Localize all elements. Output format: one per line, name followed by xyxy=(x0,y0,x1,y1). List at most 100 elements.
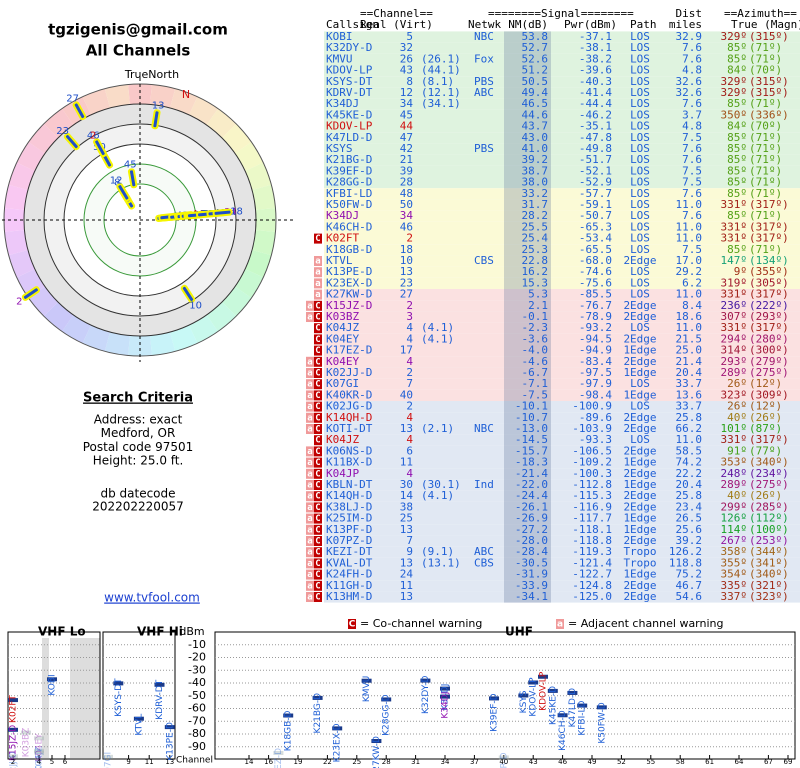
cell-nm: -4.6 xyxy=(522,355,549,368)
warning-icon xyxy=(306,424,314,434)
cell-true: 9º xyxy=(734,265,747,278)
row-background xyxy=(324,199,800,211)
cell-pwr: -37.1 xyxy=(579,30,612,43)
row-background xyxy=(324,557,800,569)
signal-marker xyxy=(164,725,175,730)
x-tick-label: 5 xyxy=(50,758,54,766)
warning-letter: a xyxy=(307,570,312,580)
cell-real: 7 xyxy=(406,377,413,390)
cell-real: 13 xyxy=(400,590,413,603)
radar-sector xyxy=(128,335,152,357)
warning-letter: C xyxy=(315,413,320,423)
cell-nm: 52.7 xyxy=(522,41,549,54)
cell-true: 85º xyxy=(727,97,747,110)
row-background xyxy=(324,311,800,323)
row-background xyxy=(324,98,800,110)
cell-call: KSYS-DT xyxy=(326,75,373,88)
cell-net: Ind xyxy=(474,478,494,491)
cell-real: 47 xyxy=(400,131,413,144)
warning-icon xyxy=(306,379,314,390)
radar-sector xyxy=(61,315,91,344)
radar-sector xyxy=(16,141,45,171)
cell-virt: (9.1) xyxy=(421,545,454,558)
cell-path: LOS xyxy=(630,433,650,446)
row-background xyxy=(324,423,800,435)
link[interactable]: www.tvfool.com xyxy=(104,591,200,605)
cell-real: 13 xyxy=(400,556,413,569)
cell-pwr: -68.0 xyxy=(579,254,612,267)
cell-path: LOS xyxy=(630,164,650,177)
cell-call: K50FW-D xyxy=(326,198,372,211)
table-header: ==Channel== ========Signal======== Dist … xyxy=(326,7,800,31)
radar-sector xyxy=(28,123,58,154)
signal-marker xyxy=(34,750,44,755)
signal-label: K02FT xyxy=(9,695,19,723)
cell-net: PBS xyxy=(474,142,494,155)
cell-virt: (8.1) xyxy=(421,75,454,88)
cell-real: 27 xyxy=(400,288,413,301)
radar-sector xyxy=(8,250,35,278)
x-tick-label: 37 xyxy=(470,758,479,766)
cell-magn: (317º) xyxy=(749,198,789,211)
warning-icon xyxy=(306,368,314,378)
cell-nm: -28.4 xyxy=(515,545,548,558)
cell-magn: (317º) xyxy=(749,232,789,245)
radar-sector xyxy=(252,230,276,256)
cell-magn: (71º) xyxy=(749,176,782,189)
cell-virt: (13.1) xyxy=(421,556,461,569)
cell-magn: (285º) xyxy=(749,500,789,513)
cell-path: 2Edge xyxy=(623,332,656,345)
cell-dist: 11.0 xyxy=(676,321,703,334)
cell-virt: (4.1) xyxy=(421,489,454,502)
cell-dist: 26.5 xyxy=(676,512,703,525)
cell-nm: -30.5 xyxy=(515,556,548,569)
signal-label: KOBI xyxy=(48,674,58,695)
radar-sector xyxy=(189,96,219,125)
cell-dist: 11.0 xyxy=(676,232,703,245)
cell-true: 289º xyxy=(721,366,748,379)
cell-call: K27KW-D xyxy=(326,288,372,301)
cell-call: K14QH-D xyxy=(326,411,372,424)
row-background xyxy=(324,580,800,592)
cell-real: 14 xyxy=(400,489,414,502)
warning-letter: C xyxy=(315,402,320,412)
cell-pwr: -118.8 xyxy=(572,534,612,547)
x-tick-label: 11 xyxy=(145,758,154,766)
cell-magn: (87º) xyxy=(749,422,782,435)
warning-letter: C xyxy=(315,324,320,334)
warning-letter: a xyxy=(307,514,312,524)
row-background xyxy=(324,300,800,312)
signal-label: KDOV-LP xyxy=(539,671,549,711)
search-line: Postal code 97501 xyxy=(83,440,194,454)
cell-path: 1Edge xyxy=(623,568,656,581)
warning-letter: a xyxy=(315,290,320,300)
station-marker xyxy=(151,109,161,130)
warning-icon xyxy=(314,558,322,569)
signal-marker xyxy=(8,698,18,703)
cell-path: 1Edge xyxy=(623,512,656,525)
cell-nm: 43.0 xyxy=(522,131,549,144)
row-background xyxy=(324,479,800,491)
station-label: 45 xyxy=(124,160,137,171)
cell-true: 294º xyxy=(721,332,748,345)
cell-nm: -4.0 xyxy=(522,344,549,357)
x-tick-label: 64 xyxy=(735,758,744,766)
cell-path: 1Edge xyxy=(623,344,656,357)
cell-real: 34 xyxy=(400,97,414,110)
cell-real: 2 xyxy=(406,232,413,245)
cell-real: 5 xyxy=(406,30,413,43)
warning-icon xyxy=(314,267,322,278)
cell-pwr: -57.7 xyxy=(579,187,612,200)
cell-real: 6 xyxy=(406,444,413,457)
cell-nm: 22.8 xyxy=(522,254,549,267)
x-tick-label: 55 xyxy=(646,758,655,766)
cell-pwr: -106.5 xyxy=(572,444,612,457)
signal-label: K32DY-D xyxy=(421,676,431,714)
cell-real: 2 xyxy=(406,299,413,312)
warning-letter: C xyxy=(315,570,320,580)
x-tick-label: 6 xyxy=(63,758,68,766)
cell-dist: 17.0 xyxy=(676,254,703,267)
x-tick-label: 4 xyxy=(37,758,42,766)
row-background xyxy=(324,546,800,558)
cell-pwr: -116.9 xyxy=(572,500,612,513)
